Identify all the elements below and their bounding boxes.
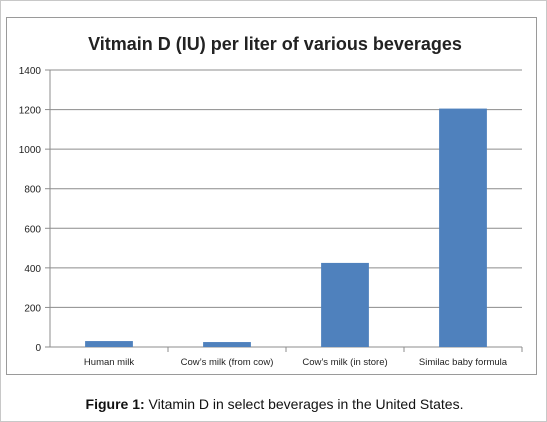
y-tick-label: 200 [24,303,41,314]
figure-caption: Figure 1: Vitamin D in select beverages … [1,396,547,412]
bar [203,342,251,347]
y-tick-label: 1000 [19,145,42,156]
y-tick-label: 800 [24,185,41,196]
y-tick-label: 0 [35,343,41,354]
x-tick-label: Cow’s milk (in store) [302,357,387,368]
y-tick-label: 1200 [19,106,42,117]
caption-label: Figure 1: [85,396,145,412]
bar [439,108,487,347]
chart-area: Vitmain D (IU) per liter of various beve… [6,17,537,375]
bars [85,108,487,347]
bar-chart: Vitmain D (IU) per liter of various beve… [19,34,523,368]
caption-text: Vitamin D in select beverages in the Uni… [144,396,464,412]
y-tick-label: 1400 [19,66,42,77]
chart-title: Vitmain D (IU) per liter of various beve… [88,34,462,54]
x-tick-label: Human milk [84,357,134,368]
x-tick-label: Similac baby formula [419,357,508,368]
bar [321,262,369,347]
x-tick-label: Cow’s milk (from cow) [181,357,274,368]
y-tick-label: 400 [24,264,41,275]
tick-labels: 0 200 400 600 800 1000 1200 1400 Human milk Cow’s… [19,66,508,368]
y-tick-label: 600 [24,224,41,235]
bar [85,341,133,347]
gridlines [50,69,522,348]
